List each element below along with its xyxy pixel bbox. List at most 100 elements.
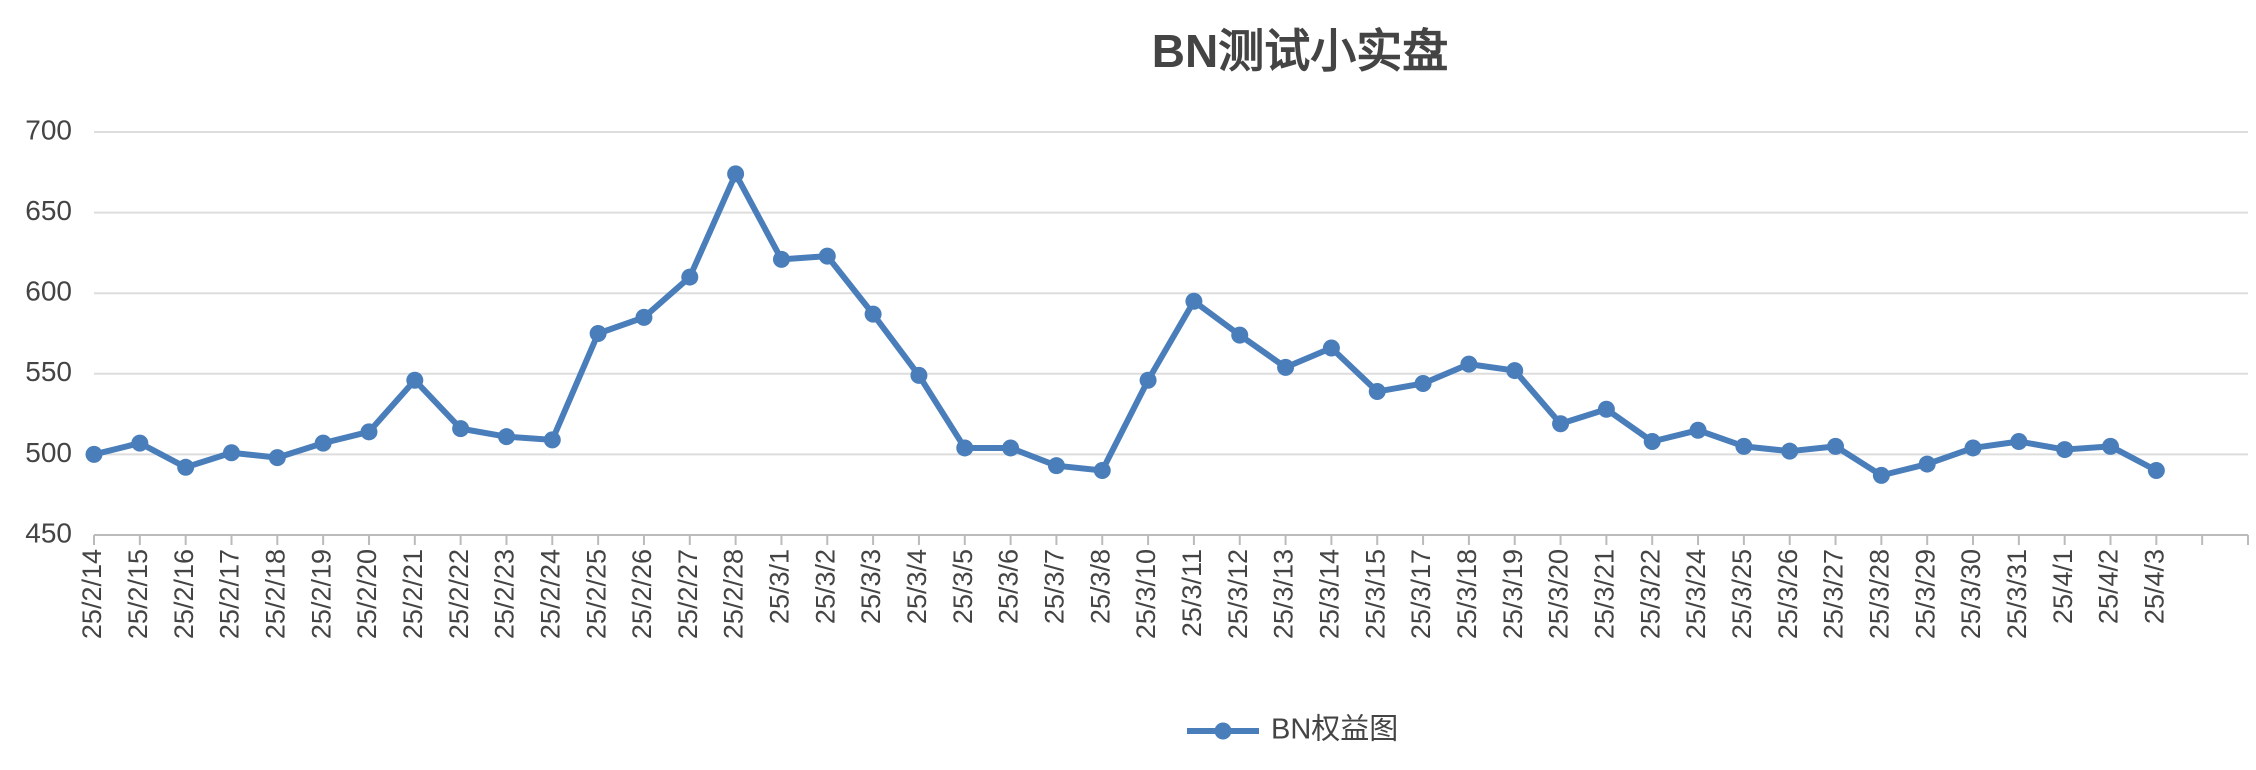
point xyxy=(177,458,195,476)
x-tick-label: 25/4/3 xyxy=(2139,549,2169,624)
x-tick-label: 25/2/20 xyxy=(352,549,382,639)
point xyxy=(1827,437,1845,455)
point xyxy=(360,423,378,441)
x-tick-label: 25/2/21 xyxy=(398,549,428,639)
point xyxy=(727,165,745,183)
point xyxy=(1185,292,1203,310)
x-tick-label: 25/3/15 xyxy=(1360,549,1390,639)
x-tick-label: 25/2/28 xyxy=(719,549,749,639)
x-tick-label: 25/3/6 xyxy=(994,549,1024,624)
x-tick-label: 25/3/28 xyxy=(1864,549,1894,639)
point xyxy=(864,305,882,323)
x-tick-label: 25/4/1 xyxy=(2048,549,2078,624)
point xyxy=(1643,433,1661,451)
point xyxy=(1414,374,1432,392)
point xyxy=(1689,421,1707,439)
x-tick-label: 25/3/2 xyxy=(810,549,840,624)
x-tick-label: 25/3/8 xyxy=(1085,549,1115,624)
y-tick-label: 500 xyxy=(25,437,72,468)
x-tick-label: 25/3/7 xyxy=(1040,549,1070,624)
point xyxy=(2056,441,2074,459)
point xyxy=(681,268,699,286)
point xyxy=(818,247,836,265)
point xyxy=(1047,457,1065,475)
point xyxy=(1552,415,1570,433)
point xyxy=(1139,371,1157,389)
x-tick-label: 25/3/20 xyxy=(1544,549,1574,639)
x-tick-label: 25/3/12 xyxy=(1223,549,1253,639)
x-tick-label: 25/3/11 xyxy=(1177,549,1207,637)
point xyxy=(1506,362,1524,380)
point xyxy=(314,434,332,452)
x-tick-label: 25/4/2 xyxy=(2094,549,2124,624)
x-tick-label: 25/3/5 xyxy=(948,549,978,624)
x-tick-label: 25/3/25 xyxy=(1727,549,1757,639)
y-tick-label: 700 xyxy=(25,114,72,145)
y-tick-label: 650 xyxy=(25,195,72,226)
point xyxy=(85,445,103,463)
point xyxy=(2147,462,2165,480)
y-tick-label: 600 xyxy=(25,276,72,307)
point xyxy=(1964,439,1982,457)
point xyxy=(406,371,424,389)
x-tick-label: 25/3/4 xyxy=(902,549,932,624)
point xyxy=(131,434,149,452)
x-tick-label: 25/3/13 xyxy=(1269,549,1299,639)
point xyxy=(1093,462,1111,480)
x-tick-label: 25/2/19 xyxy=(306,549,336,639)
x-tick-label: 25/2/15 xyxy=(123,549,153,639)
point xyxy=(268,449,286,467)
x-tick-label: 25/3/22 xyxy=(1635,549,1665,639)
point xyxy=(2010,433,2028,451)
x-tick-label: 25/2/18 xyxy=(260,549,290,639)
point xyxy=(1918,455,1936,473)
y-tick-label: 450 xyxy=(25,517,72,548)
point xyxy=(1460,355,1478,373)
x-tick-label: 25/3/1 xyxy=(765,549,795,624)
x-tick-label: 25/2/25 xyxy=(581,549,611,639)
point xyxy=(1735,437,1753,455)
x-tick-label: 25/3/14 xyxy=(1315,549,1345,639)
x-tick-label: 25/3/21 xyxy=(1590,549,1620,639)
x-tick-label: 25/2/22 xyxy=(444,549,474,639)
x-tick-label: 25/3/3 xyxy=(856,549,886,624)
x-tick-label: 25/2/23 xyxy=(490,549,520,639)
point xyxy=(1231,326,1249,344)
y-tick-label: 550 xyxy=(25,356,72,387)
point xyxy=(589,325,607,342)
x-tick-label: 25/3/31 xyxy=(2002,549,2032,639)
point xyxy=(497,428,515,446)
x-tick-label: 25/2/27 xyxy=(673,549,703,639)
point xyxy=(452,420,470,438)
x-tick-label: 25/2/26 xyxy=(627,549,657,639)
point xyxy=(1277,358,1295,376)
x-tick-label: 25/3/29 xyxy=(1910,549,1940,639)
x-tick-label: 25/3/18 xyxy=(1452,549,1482,639)
x-tick-label: 25/2/16 xyxy=(169,549,199,639)
x-tick-label: 25/3/19 xyxy=(1498,549,1528,639)
x-tick-label: 25/2/14 xyxy=(77,549,107,639)
point xyxy=(910,366,928,384)
x-tick-label: 25/2/24 xyxy=(535,549,565,639)
x-tick-label: 25/3/26 xyxy=(1773,549,1803,639)
point xyxy=(1781,442,1799,460)
point xyxy=(543,431,561,449)
x-tick-label: 25/3/24 xyxy=(1681,549,1711,639)
point xyxy=(956,439,974,457)
point xyxy=(222,444,240,462)
point xyxy=(1872,466,1890,484)
point xyxy=(2102,437,2120,455)
x-tick-label: 25/3/30 xyxy=(1956,549,1986,639)
legend-marker xyxy=(1214,722,1232,740)
x-tick-label: 25/3/10 xyxy=(1131,549,1161,639)
point xyxy=(1322,339,1340,357)
point xyxy=(1002,439,1020,457)
point xyxy=(1368,383,1386,401)
x-tick-label: 25/3/17 xyxy=(1406,549,1436,639)
point xyxy=(1597,400,1615,418)
chart-title: BN测试小实盘 xyxy=(1152,25,1448,77)
point xyxy=(772,250,790,268)
point xyxy=(635,308,653,326)
x-tick-label: 25/2/17 xyxy=(215,549,245,639)
